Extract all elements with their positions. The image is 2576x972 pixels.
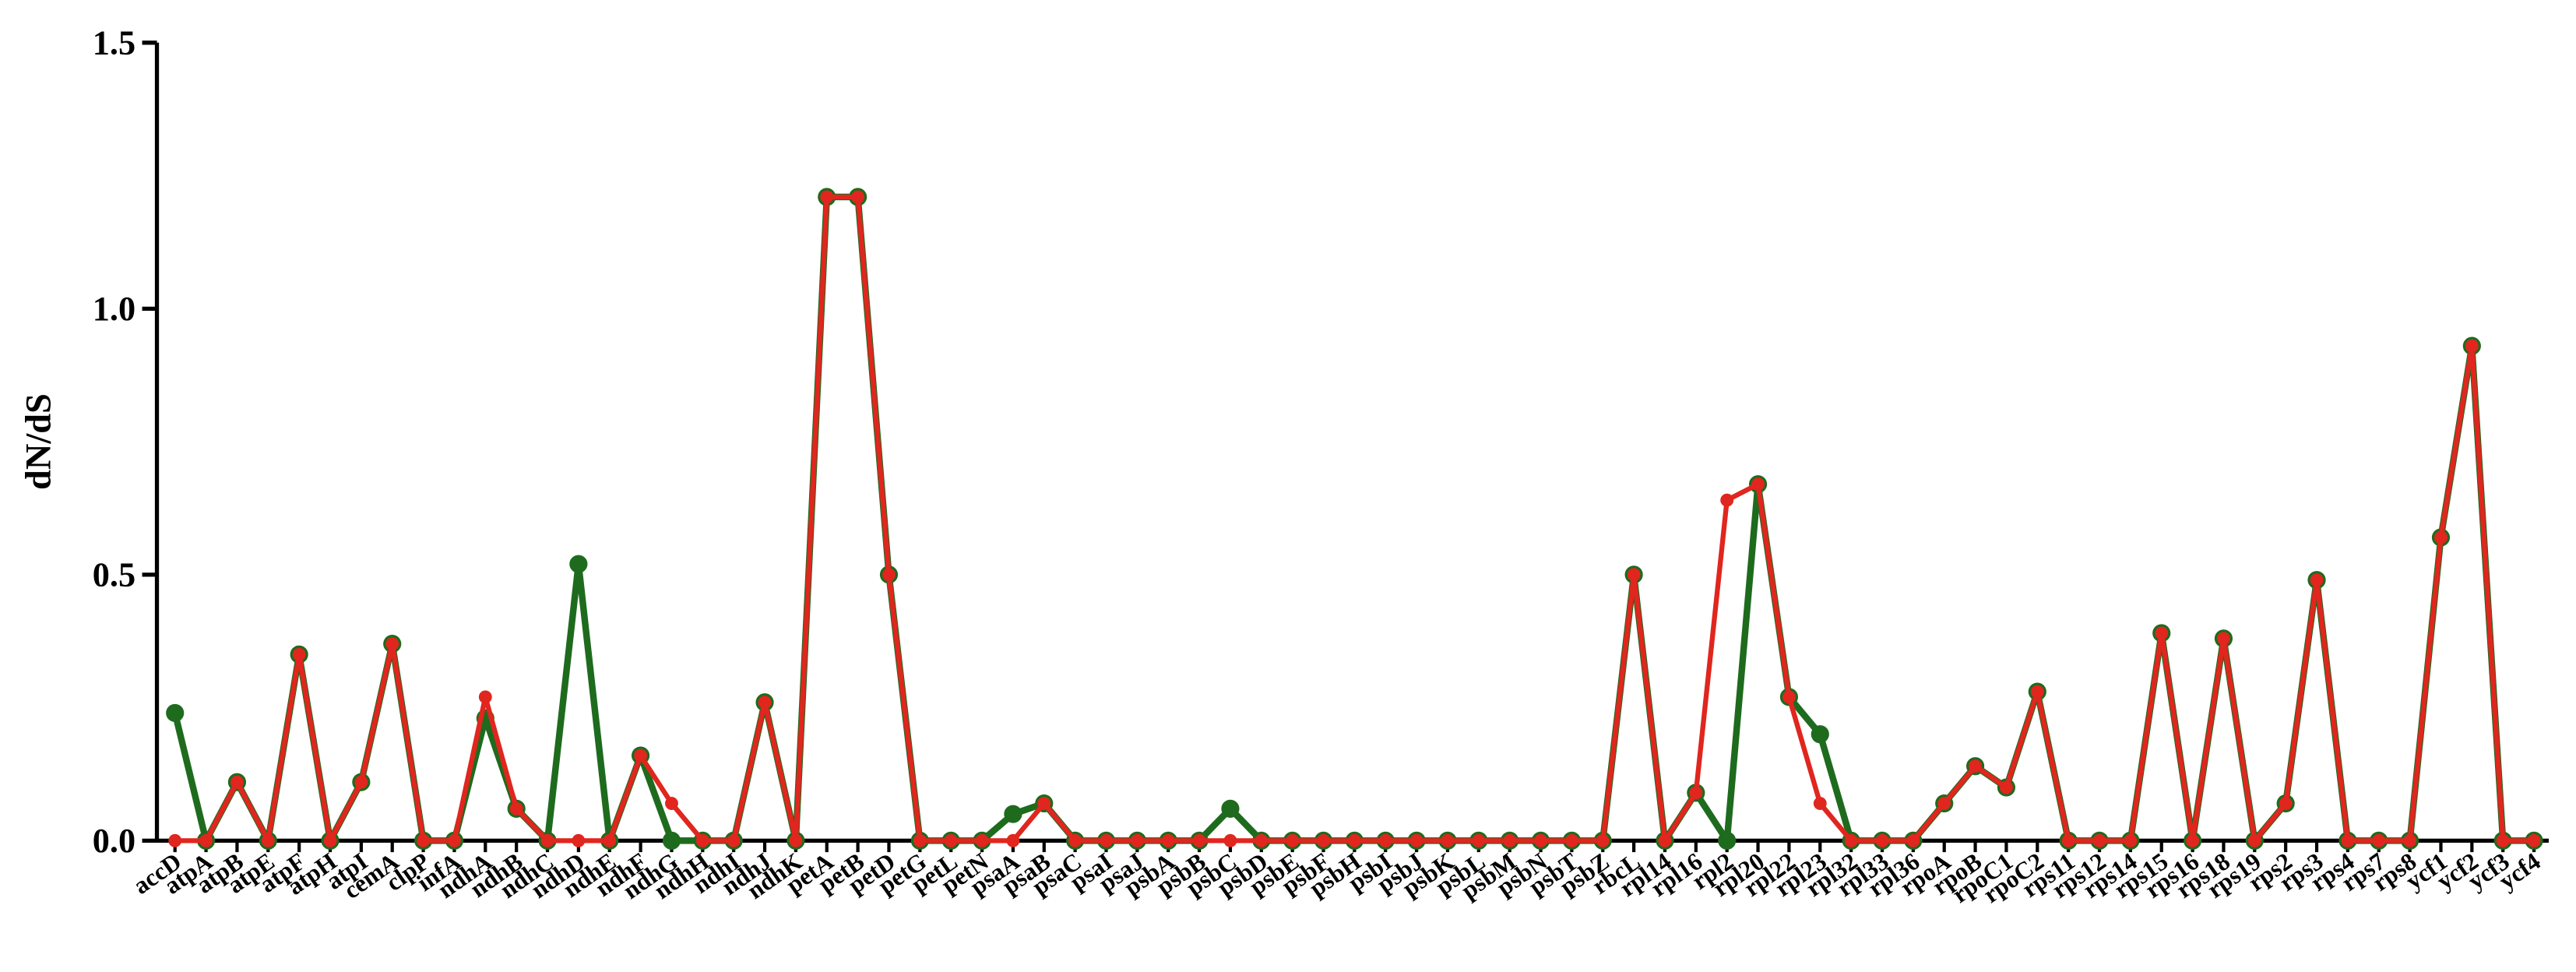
data-point [540, 833, 554, 847]
data-point [1689, 786, 1703, 800]
data-point [2372, 833, 2386, 847]
data-point [2496, 833, 2510, 847]
data-point [354, 775, 368, 789]
data-point [727, 833, 741, 847]
data-point [2000, 780, 2013, 794]
data-point [417, 833, 431, 847]
data-point [1718, 831, 1737, 850]
data-point [913, 833, 927, 847]
data-point [665, 797, 678, 810]
data-point [1811, 725, 1829, 744]
data-point [2030, 685, 2044, 699]
data-point [1844, 833, 1858, 847]
data-point [168, 833, 182, 847]
data-point [199, 833, 213, 847]
data-point [385, 637, 399, 651]
data-point [1875, 833, 1889, 847]
data-point [1906, 833, 1920, 847]
data-point [2124, 833, 2138, 847]
data-point [323, 833, 337, 847]
data-point [2217, 632, 2230, 646]
data-point [166, 703, 185, 723]
data-point [1534, 833, 1547, 847]
data-point [2061, 833, 2075, 847]
data-point [1255, 833, 1269, 847]
data-point [1223, 833, 1237, 847]
data-point [2527, 833, 2541, 847]
data-point [1937, 797, 1951, 810]
data-point [1969, 759, 1983, 773]
data-point [662, 831, 681, 850]
data-point [882, 568, 896, 582]
data-point [572, 833, 586, 847]
data-point [2092, 833, 2106, 847]
data-point [851, 190, 865, 204]
data-point [1221, 799, 1240, 818]
data-point [1068, 833, 1082, 847]
data-point [2247, 833, 2261, 847]
data-point [478, 690, 492, 704]
data-point [1100, 833, 1113, 847]
data-point [944, 833, 958, 847]
data-point [820, 190, 834, 204]
data-point [1472, 833, 1486, 847]
y-tick-label: 0.0 [93, 822, 135, 860]
data-point [2155, 626, 2169, 640]
data-point [1347, 833, 1361, 847]
data-point [1317, 833, 1330, 847]
data-point [1286, 833, 1300, 847]
data-point [695, 833, 709, 847]
data-point [975, 833, 989, 847]
data-point [1813, 797, 1827, 810]
data-point [2310, 573, 2324, 587]
y-tick-label: 1.0 [93, 290, 135, 328]
data-point [1503, 833, 1517, 847]
data-point [2434, 530, 2448, 544]
data-point [1441, 833, 1455, 847]
data-point [1004, 805, 1022, 823]
data-point [758, 696, 772, 710]
data-point [2186, 833, 2200, 847]
data-point [230, 775, 244, 789]
y-tick-label: 0.5 [93, 556, 135, 594]
data-point [261, 833, 275, 847]
data-point [1006, 833, 1020, 847]
data-point [603, 833, 617, 847]
data-point [1751, 477, 1765, 491]
data-point [1037, 797, 1051, 810]
data-point [634, 748, 648, 762]
data-point [1658, 833, 1672, 847]
y-axis-label: dN/dS [19, 393, 58, 490]
data-point [2341, 833, 2355, 847]
data-point [2465, 339, 2479, 353]
data-point [292, 647, 306, 661]
data-point [1596, 833, 1610, 847]
data-point [509, 801, 523, 815]
data-point [1720, 493, 1734, 507]
data-point [1627, 568, 1641, 582]
data-point [789, 833, 803, 847]
y-tick-label: 1.5 [93, 24, 135, 62]
series-line [174, 194, 2535, 843]
data-point [1161, 833, 1175, 847]
data-point [1782, 690, 1796, 704]
data-point [1192, 833, 1206, 847]
data-point [448, 833, 461, 847]
data-point [1130, 833, 1144, 847]
data-point [1409, 833, 1423, 847]
data-point [1564, 833, 1578, 847]
data-point [1378, 833, 1392, 847]
data-point [569, 555, 588, 573]
data-point [2279, 797, 2293, 810]
data-point [2403, 833, 2417, 847]
